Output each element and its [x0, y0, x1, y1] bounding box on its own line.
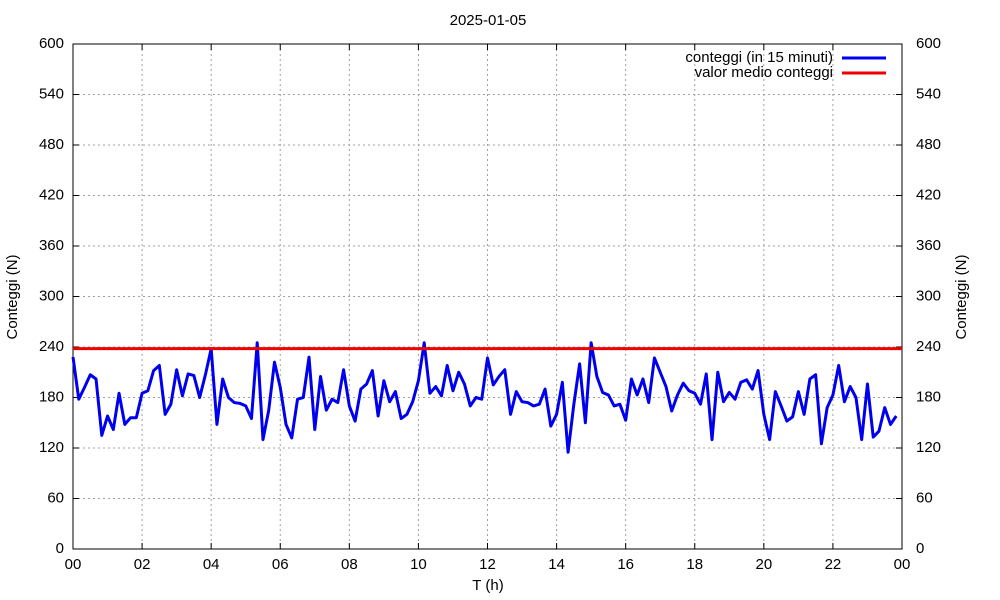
x-tick-label: 14 — [548, 556, 565, 573]
x-tick-label: 08 — [341, 556, 358, 573]
y-axis-label: Conteggi (N) — [4, 254, 21, 339]
y2-tick-label: 300 — [916, 287, 941, 304]
x-tick-label: 04 — [203, 556, 220, 573]
x-tick-label: 16 — [617, 556, 634, 573]
legend-label: conteggi (in 15 minuti) — [685, 49, 833, 66]
y-tick-label: 600 — [39, 35, 64, 52]
y2-tick-label: 420 — [916, 186, 941, 203]
x-tick-label: 00 — [894, 556, 911, 573]
y2-tick-label: 180 — [916, 388, 941, 405]
y2-tick-label: 120 — [916, 439, 941, 456]
series-line — [71, 341, 898, 454]
y2-tick-label: 600 — [916, 35, 941, 52]
x-tick-label: 02 — [134, 556, 151, 573]
y-tick-label: 120 — [39, 439, 64, 456]
legend-label: valor medio conteggi — [695, 64, 833, 81]
x-tick-label: 00 — [65, 556, 82, 573]
y-tick-label: 240 — [39, 338, 64, 355]
y-tick-label: 60 — [47, 489, 64, 506]
y-tick-label: 0 — [56, 540, 64, 557]
x-tick-label: 22 — [825, 556, 842, 573]
x-tick-label: 20 — [755, 556, 772, 573]
y2-tick-label: 240 — [916, 338, 941, 355]
y2-axis-label: Conteggi (N) — [953, 254, 970, 339]
y-tick-label: 420 — [39, 186, 64, 203]
y2-tick-label: 360 — [916, 237, 941, 254]
y-tick-label: 540 — [39, 85, 64, 102]
x-axis-label: T (h) — [472, 577, 503, 594]
y2-tick-label: 0 — [916, 540, 924, 557]
x-tick-label: 10 — [410, 556, 427, 573]
y2-tick-label: 60 — [916, 489, 933, 506]
x-tick-label: 06 — [272, 556, 289, 573]
y-tick-label: 300 — [39, 287, 64, 304]
x-tick-label: 18 — [686, 556, 703, 573]
x-tick-label: 12 — [479, 556, 496, 573]
y-tick-label: 480 — [39, 136, 64, 153]
plot-border — [72, 43, 903, 550]
y-tick-label: 180 — [39, 388, 64, 405]
y-tick-label: 360 — [39, 237, 64, 254]
chart-title: 2025-01-05 — [450, 12, 527, 29]
y2-tick-label: 540 — [916, 85, 941, 102]
y2-tick-label: 480 — [916, 136, 941, 153]
